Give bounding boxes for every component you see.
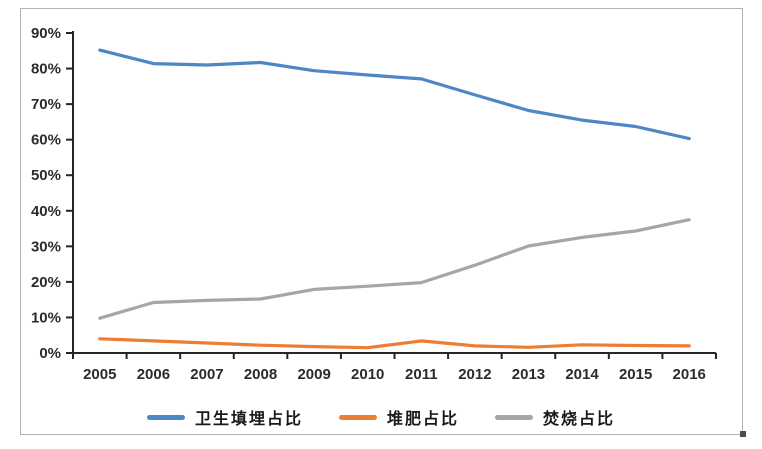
x-axis-label: 2005 xyxy=(83,366,116,383)
y-axis-label: 80% xyxy=(31,61,61,78)
y-axis-label: 20% xyxy=(31,274,61,291)
x-axis-label: 2014 xyxy=(565,366,599,383)
x-axis-label: 2007 xyxy=(190,366,223,383)
legend-item-2: 焚烧占比 xyxy=(495,405,615,429)
y-axis-label: 70% xyxy=(31,96,61,113)
y-axis-label: 90% xyxy=(31,25,61,42)
chart-legend: 卫生填埋占比 堆肥占比 焚烧占比 xyxy=(0,403,762,431)
x-axis-label: 2016 xyxy=(673,366,706,383)
y-axis-label: 0% xyxy=(39,345,61,362)
series-line-0 xyxy=(98,48,691,141)
x-axis-label: 2008 xyxy=(244,366,277,383)
legend-label: 堆肥占比 xyxy=(386,411,459,428)
legend-line-swatch xyxy=(146,414,185,420)
x-axis-label: 2012 xyxy=(458,366,491,383)
legend-line-swatch xyxy=(495,414,533,420)
y-axis-label: 40% xyxy=(31,203,61,220)
x-axis-label: 2009 xyxy=(297,366,330,383)
y-axis-label: 50% xyxy=(31,167,61,184)
y-axis-label: 30% xyxy=(31,238,61,255)
series-line-1 xyxy=(98,337,691,350)
legend-label: 焚烧占比 xyxy=(543,411,616,428)
x-axis-label: 2013 xyxy=(512,366,545,383)
x-axis-label: 2010 xyxy=(351,366,384,383)
legend-label: 卫生填埋占比 xyxy=(194,411,303,428)
legend-item-0: 卫生填埋占比 xyxy=(146,405,303,429)
legend-item-1: 堆肥占比 xyxy=(338,405,459,429)
y-axis-label: 10% xyxy=(31,309,61,326)
x-axis-label: 2015 xyxy=(619,366,652,383)
x-axis-label: 2011 xyxy=(405,366,438,383)
chart-frame xyxy=(20,8,743,435)
y-axis-label: 60% xyxy=(31,132,61,149)
legend-line-swatch xyxy=(338,414,377,420)
series-line-2 xyxy=(98,218,691,320)
x-axis-label: 2006 xyxy=(137,366,170,383)
resize-corner-handle xyxy=(740,431,746,437)
